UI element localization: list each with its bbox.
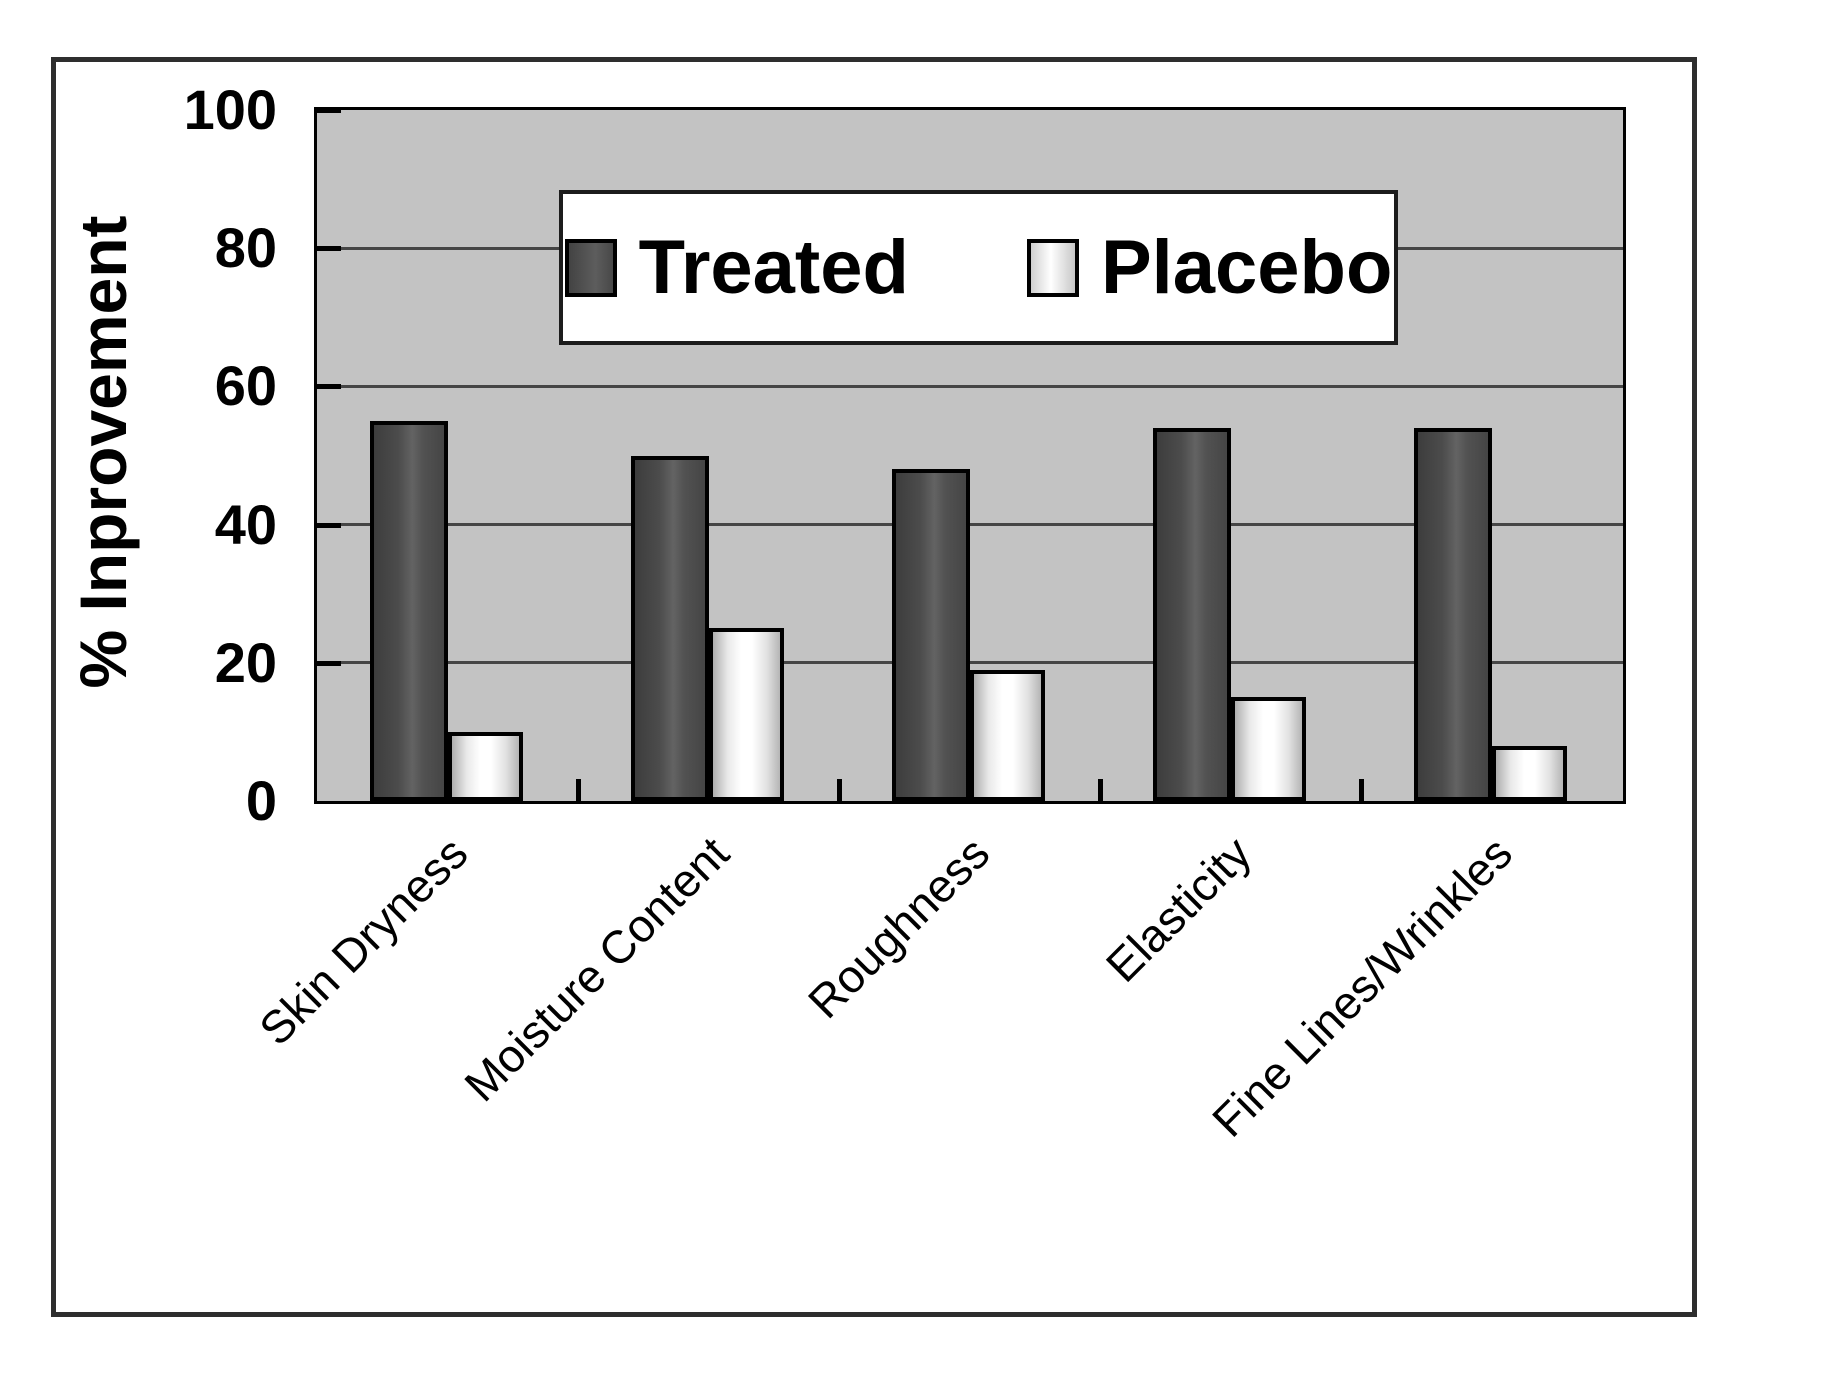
- legend-entry-placebo: Placebo: [1026, 224, 1393, 310]
- y-tick-20: [317, 660, 341, 666]
- legend-label-treated: Treated: [638, 224, 909, 310]
- treated-swatch-icon: [564, 238, 617, 297]
- y-tick-label-100: 100: [183, 78, 277, 141]
- bar-treated-skin-dryness: [369, 420, 448, 801]
- y-tick-label-40: 40: [214, 492, 277, 556]
- x-tick-boundary: [575, 779, 581, 801]
- gridline-60: [317, 384, 1623, 388]
- y-tick-label-0: 0: [245, 769, 277, 832]
- bar-treated-elasticity: [1153, 427, 1232, 801]
- y-tick-100: [317, 108, 341, 113]
- y-tick-label-80: 80: [214, 216, 277, 280]
- bar-placebo-moisture-content: [708, 628, 784, 801]
- bar-placebo-elasticity: [1231, 697, 1307, 801]
- x-tick-boundary: [836, 779, 842, 801]
- bar-treated-moisture-content: [630, 455, 709, 801]
- gridline-20: [317, 661, 1623, 665]
- y-tick-label-60: 60: [214, 354, 277, 418]
- placebo-swatch-icon: [1026, 238, 1079, 297]
- legend-entry-treated: Treated: [564, 224, 909, 310]
- y-tick-60: [317, 384, 341, 390]
- x-tick-boundary: [1098, 779, 1104, 801]
- legend: Treated Placebo: [559, 190, 1398, 345]
- x-tick-boundary: [1359, 779, 1365, 801]
- bar-placebo-roughness: [970, 669, 1045, 801]
- y-axis-title: % Inprovement: [66, 215, 140, 689]
- bar-placebo-skin-dryness: [447, 731, 523, 801]
- bar-treated-fine-lines-wrinkles: [1414, 427, 1493, 801]
- legend-label-placebo: Placebo: [1100, 224, 1393, 310]
- y-tick-40: [317, 522, 341, 528]
- bar-placebo-fine-lines-wrinkles: [1492, 745, 1568, 801]
- gridline-40: [317, 523, 1623, 527]
- y-tick-80: [317, 246, 341, 252]
- bar-treated-roughness: [892, 469, 970, 801]
- y-tick-label-20: 20: [214, 630, 277, 694]
